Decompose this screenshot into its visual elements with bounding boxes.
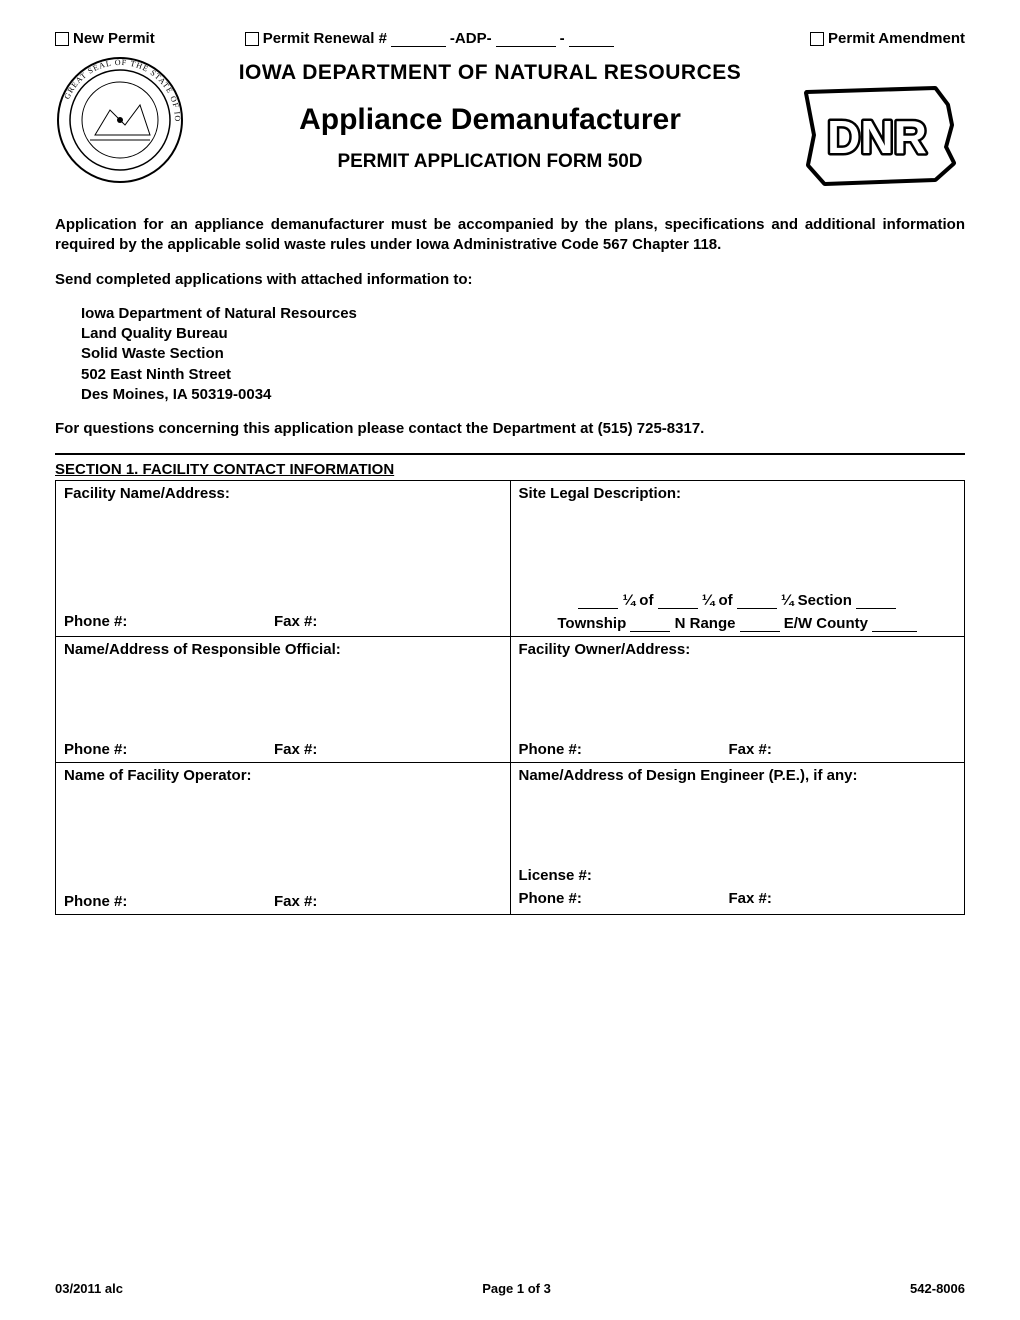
ewcounty-label: E/W County: [784, 615, 868, 632]
addr-line-2: Land Quality Bureau: [81, 324, 965, 344]
dnr-logo-icon: DNR: [795, 75, 965, 195]
nrange-label: N Range: [675, 615, 736, 632]
header: GREAT SEAL OF THE STATE OF IOWA IOWA DEP…: [55, 55, 965, 195]
permit-renewal-checkbox[interactable]: [245, 32, 259, 46]
section-1-title: SECTION 1. FACILITY CONTACT INFORMATION: [55, 461, 965, 478]
fax-label: Fax #:: [729, 890, 772, 907]
phone-label: Phone #:: [519, 890, 729, 907]
form-title: Appliance Demanufacturer: [185, 103, 795, 137]
design-engineer-label: Name/Address of Design Engineer (P.E.), …: [519, 767, 957, 867]
new-permit-label: New Permit: [73, 30, 155, 47]
new-permit-checkbox[interactable]: [55, 32, 69, 46]
facility-operator-label: Name of Facility Operator:: [64, 767, 502, 893]
township-line: Township N Range E/W County: [519, 615, 957, 632]
fax-label: Fax #:: [274, 741, 317, 758]
renewal-blank-3[interactable]: [569, 30, 614, 47]
table-row: Name of Facility Operator: Phone #: Fax …: [56, 763, 965, 915]
footer-date: 03/2011 alc: [55, 1281, 123, 1296]
addr-line-1: Iowa Department of Natural Resources: [81, 304, 965, 324]
license-label: License #:: [519, 867, 957, 884]
design-engineer-cell[interactable]: Name/Address of Design Engineer (P.E.), …: [510, 763, 965, 915]
renewal-blank-2[interactable]: [496, 30, 556, 47]
addr-line-5: Des Moines, IA 50319-0034: [81, 385, 965, 405]
mailing-address: Iowa Department of Natural Resources Lan…: [81, 304, 965, 405]
responsible-official-cell[interactable]: Name/Address of Responsible Official: Ph…: [56, 637, 511, 763]
department-name: IOWA DEPARTMENT OF NATURAL RESOURCES: [185, 61, 795, 85]
responsible-official-label: Name/Address of Responsible Official:: [64, 641, 502, 741]
adp-label: -ADP-: [450, 30, 492, 47]
facility-name-label: Facility Name/Address:: [64, 485, 502, 613]
table-row: Facility Name/Address: Phone #: Fax #: S…: [56, 481, 965, 637]
intro-text: Application for an appliance demanufactu…: [55, 215, 965, 439]
page: New Permit Permit Renewal # -ADP- - Perm…: [0, 0, 1020, 1320]
fax-label: Fax #:: [274, 893, 317, 910]
form-number: PERMIT APPLICATION FORM 50D: [185, 151, 795, 173]
permit-amendment-label: Permit Amendment: [828, 30, 965, 47]
addr-line-3: Solid Waste Section: [81, 344, 965, 364]
dash-label: -: [560, 30, 565, 47]
site-legal-cell[interactable]: Site Legal Description: ¼ of ¼ of ¼ Sect…: [510, 481, 965, 637]
table-row: Name/Address of Responsible Official: Ph…: [56, 637, 965, 763]
site-legal-label: Site Legal Description:: [519, 485, 957, 502]
facility-name-cell[interactable]: Facility Name/Address: Phone #: Fax #:: [56, 481, 511, 637]
fax-label: Fax #:: [274, 613, 317, 630]
permit-amendment-checkbox[interactable]: [810, 32, 824, 46]
qof-1: ¼ of: [623, 592, 654, 609]
phone-label: Phone #:: [64, 741, 274, 758]
facility-info-table: Facility Name/Address: Phone #: Fax #: S…: [55, 480, 965, 915]
state-seal-icon: GREAT SEAL OF THE STATE OF IOWA: [55, 55, 185, 185]
renewal-blank-1[interactable]: [391, 30, 446, 47]
facility-owner-label: Facility Owner/Address:: [519, 641, 957, 741]
footer-page: Page 1 of 3: [482, 1281, 551, 1296]
permit-type-row: New Permit Permit Renewal # -ADP- - Perm…: [55, 30, 965, 47]
footer-form-number: 542-8006: [910, 1281, 965, 1296]
send-to-label: Send completed applications with attache…: [55, 270, 965, 290]
addr-line-4: 502 East Ninth Street: [81, 365, 965, 385]
svg-text:GREAT SEAL OF THE STATE OF IOW: GREAT SEAL OF THE STATE OF IOWA: [55, 55, 182, 122]
facility-owner-cell[interactable]: Facility Owner/Address: Phone #: Fax #:: [510, 637, 965, 763]
fax-label: Fax #:: [729, 741, 772, 758]
phone-label: Phone #:: [64, 893, 274, 910]
permit-renewal-label: Permit Renewal #: [263, 30, 387, 47]
phone-label: Phone #:: [519, 741, 729, 758]
page-footer: 03/2011 alc Page 1 of 3 542-8006: [55, 1281, 965, 1296]
quarter-line: ¼ of ¼ of ¼ Section: [519, 592, 957, 609]
intro-para-1: Application for an appliance demanufactu…: [55, 215, 965, 256]
facility-operator-cell[interactable]: Name of Facility Operator: Phone #: Fax …: [56, 763, 511, 915]
phone-label: Phone #:: [64, 613, 274, 630]
horizontal-rule: [55, 453, 965, 455]
township-label: Township: [557, 615, 626, 632]
section-label: ¼ Section: [781, 592, 852, 609]
header-titles: IOWA DEPARTMENT OF NATURAL RESOURCES App…: [185, 55, 795, 173]
svg-text:DNR: DNR: [827, 111, 927, 163]
questions-line: For questions concerning this applicatio…: [55, 419, 965, 439]
qof-2: ¼ of: [702, 592, 733, 609]
